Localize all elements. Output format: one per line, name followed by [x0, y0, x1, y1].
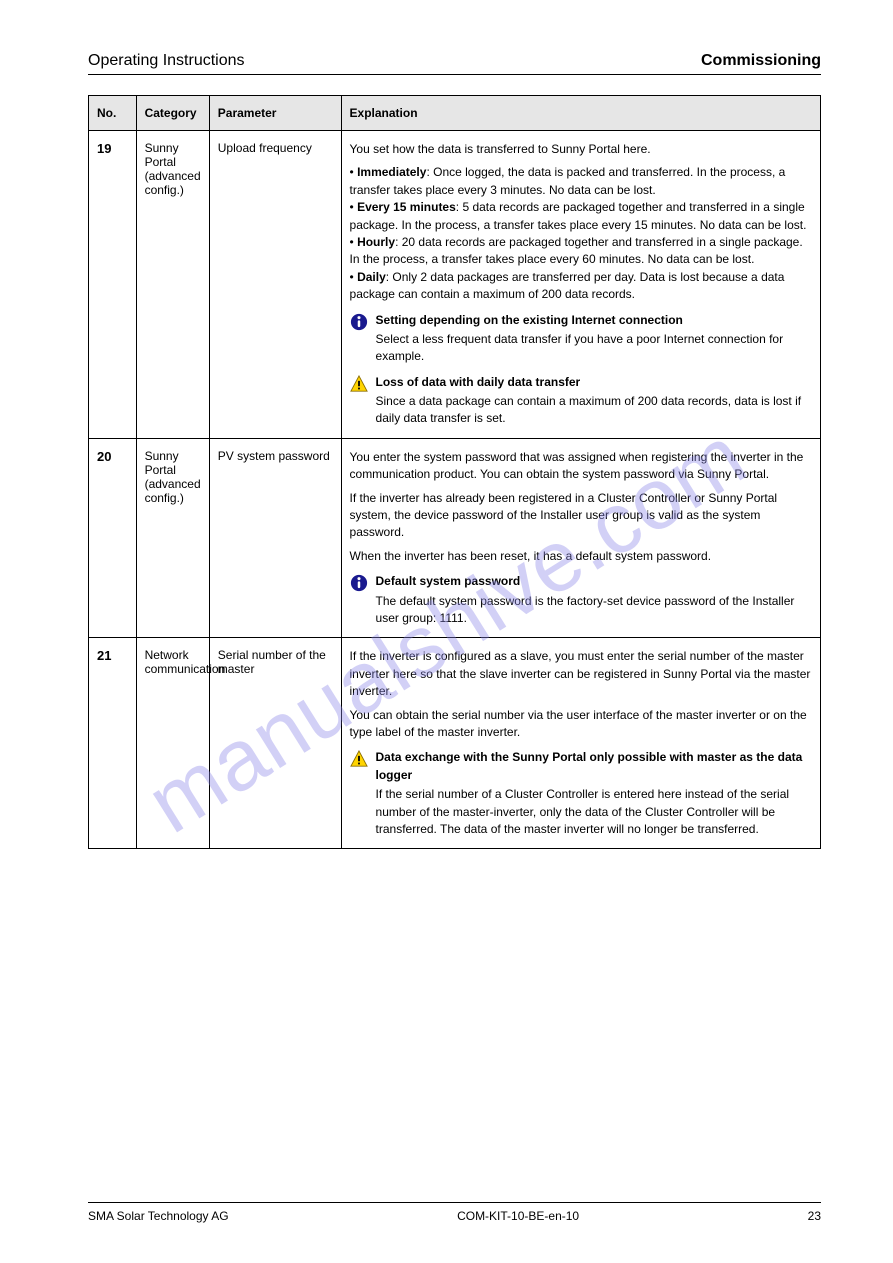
note-body: Data exchange with the Sunny Portal only…: [376, 749, 812, 838]
table-header-row: No. Category Parameter Explanation: [89, 96, 821, 131]
cell-description: You enter the system password that was a…: [341, 438, 820, 638]
header-section-title: Commissioning: [701, 52, 821, 70]
bullet-text: : Only 2 data packages are transferred p…: [350, 270, 785, 301]
cell-parameter: Serial number of the master: [209, 638, 341, 849]
table-row: 19 Sunny Portal (advanced config.) Uploa…: [89, 131, 821, 439]
bullet: • Hourly: 20 data records are packaged t…: [350, 234, 812, 269]
note-text: The default system password is the facto…: [376, 593, 812, 628]
bullet: • Immediately: Once logged, the data is …: [350, 164, 812, 199]
cell-parameter: PV system password: [209, 438, 341, 638]
note-body: Loss of data with daily data transfer Si…: [376, 374, 812, 428]
page-footer: SMA Solar Technology AG COM-KIT-10-BE-en…: [88, 1202, 821, 1223]
page: Operating Instructions Commissioning No.…: [0, 0, 893, 1263]
bullet-label: Daily: [357, 270, 386, 284]
cell-no: 19: [89, 131, 137, 439]
info-icon: [350, 312, 368, 366]
note-title: Setting depending on the existing Intern…: [376, 312, 812, 329]
desc-para: If the inverter has already been registe…: [350, 490, 812, 542]
bullet-label: Hourly: [357, 235, 395, 249]
footer-right: 23: [808, 1209, 821, 1223]
info-icon: [350, 573, 368, 627]
note-block: Default system password The default syst…: [350, 573, 812, 627]
cell-description: If the inverter is configured as a slave…: [341, 638, 820, 849]
desc-para: If the inverter is configured as a slave…: [350, 648, 812, 700]
warning-icon: [350, 749, 368, 838]
cell-no: 21: [89, 638, 137, 849]
bullet: • Every 15 minutes: 5 data records are p…: [350, 199, 812, 234]
note-body: Setting depending on the existing Intern…: [376, 312, 812, 366]
warning-icon: [350, 374, 368, 428]
note-text: Select a less frequent data transfer if …: [376, 331, 812, 366]
desc-para: You enter the system password that was a…: [350, 449, 812, 484]
cell-category: Sunny Portal (advanced config.): [136, 438, 209, 638]
cell-no: 20: [89, 438, 137, 638]
note-block: Loss of data with daily data transfer Si…: [350, 374, 812, 428]
cell-description: You set how the data is transferred to S…: [341, 131, 820, 439]
bullet-label: Immediately: [357, 165, 426, 179]
desc-intro: You set how the data is transferred to S…: [350, 141, 812, 158]
parameter-table: No. Category Parameter Explanation 19 Su…: [88, 95, 821, 849]
desc-para: When the inverter has been reset, it has…: [350, 548, 812, 565]
col-header-parameter: Parameter: [209, 96, 341, 131]
footer-left: SMA Solar Technology AG: [88, 1209, 229, 1223]
note-block: Setting depending on the existing Intern…: [350, 312, 812, 366]
header-doc-title: Operating Instructions: [88, 52, 245, 70]
note-title: Default system password: [376, 573, 812, 590]
desc-para: You can obtain the serial number via the…: [350, 707, 812, 742]
note-block: Data exchange with the Sunny Portal only…: [350, 749, 812, 838]
page-header: Operating Instructions Commissioning: [88, 52, 821, 75]
bullet-label: Every 15 minutes: [357, 200, 456, 214]
table-row: 21 Network communication Serial number o…: [89, 638, 821, 849]
bullet-text: : 20 data records are packaged together …: [350, 235, 803, 266]
footer-center: COM-KIT-10-BE-en-10: [457, 1209, 579, 1223]
col-header-category: Category: [136, 96, 209, 131]
col-header-no: No.: [89, 96, 137, 131]
col-header-explanation: Explanation: [341, 96, 820, 131]
note-body: Default system password The default syst…: [376, 573, 812, 627]
note-text: Since a data package can contain a maxim…: [376, 393, 812, 428]
cell-category: Sunny Portal (advanced config.): [136, 131, 209, 439]
bullet: • Daily: Only 2 data packages are transf…: [350, 269, 812, 304]
note-text: If the serial number of a Cluster Contro…: [376, 786, 812, 838]
cell-category: Network communication: [136, 638, 209, 849]
note-title: Loss of data with daily data transfer: [376, 374, 812, 391]
table-row: 20 Sunny Portal (advanced config.) PV sy…: [89, 438, 821, 638]
cell-parameter: Upload frequency: [209, 131, 341, 439]
note-title: Data exchange with the Sunny Portal only…: [376, 749, 812, 784]
